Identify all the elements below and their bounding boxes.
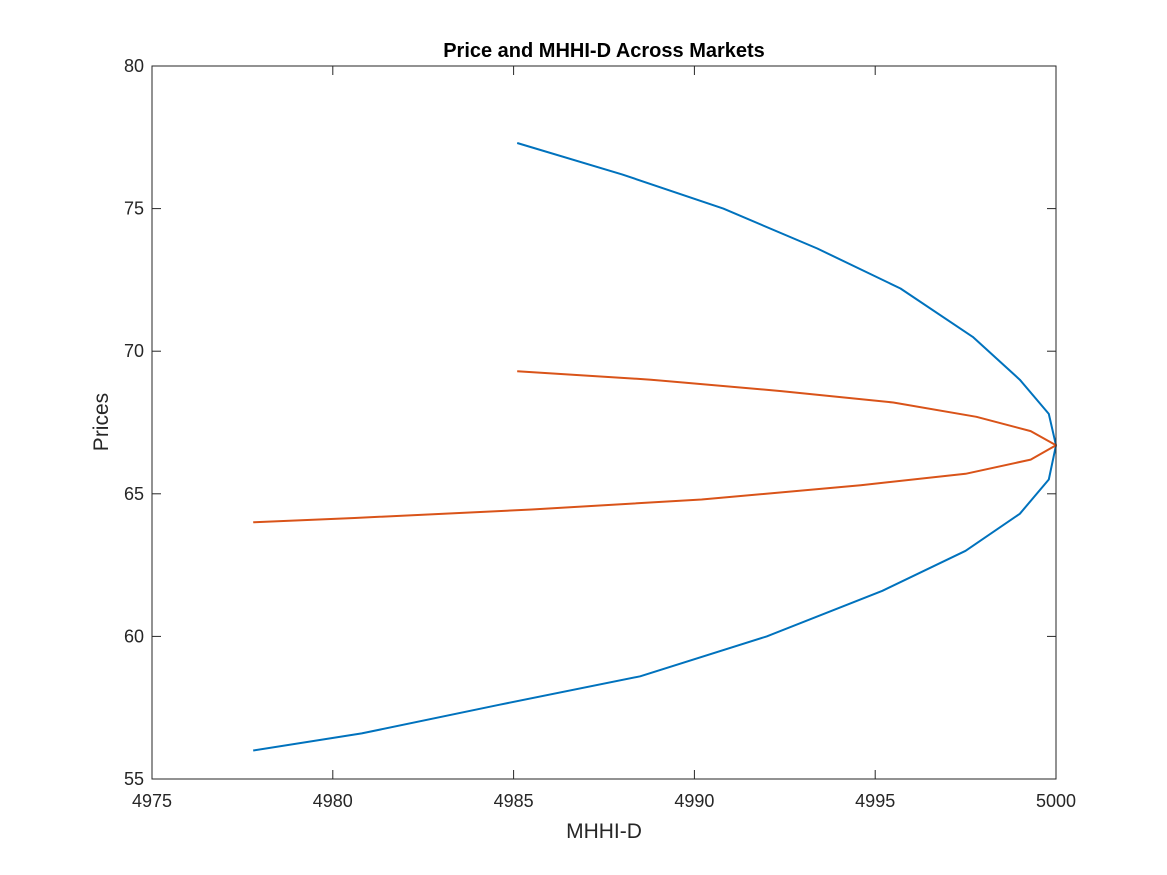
series-line-2 — [253, 370, 1057, 524]
x-tick-label: 4995 — [855, 791, 895, 811]
y-tick-label: 60 — [124, 626, 144, 646]
x-tick-label: 4980 — [313, 791, 353, 811]
series-line-1 — [253, 142, 1057, 752]
tick-layer: 4975 4980 4985 4990 4995 5000 55 60 65 70 75 80 — [124, 56, 1076, 811]
y-tick-label: 55 — [124, 769, 144, 789]
series-layer — [253, 142, 1057, 752]
y-tick-label: 65 — [124, 484, 144, 504]
y-axis-label: Prices — [90, 393, 113, 451]
axes-box — [151, 65, 1057, 780]
y-tick-label: 75 — [124, 199, 144, 219]
x-tick-label: 4990 — [674, 791, 714, 811]
x-tick-label: 5000 — [1036, 791, 1076, 811]
x-tick-label: 4975 — [132, 791, 172, 811]
x-tick-label: 4985 — [494, 791, 534, 811]
y-tick-label: 80 — [124, 56, 144, 76]
y-tick-label: 70 — [124, 341, 144, 361]
chart-title: Price and MHHI-D Across Markets — [443, 40, 765, 62]
plot-area — [152, 66, 1056, 779]
x-axis-label: MHHI-D — [566, 820, 642, 843]
